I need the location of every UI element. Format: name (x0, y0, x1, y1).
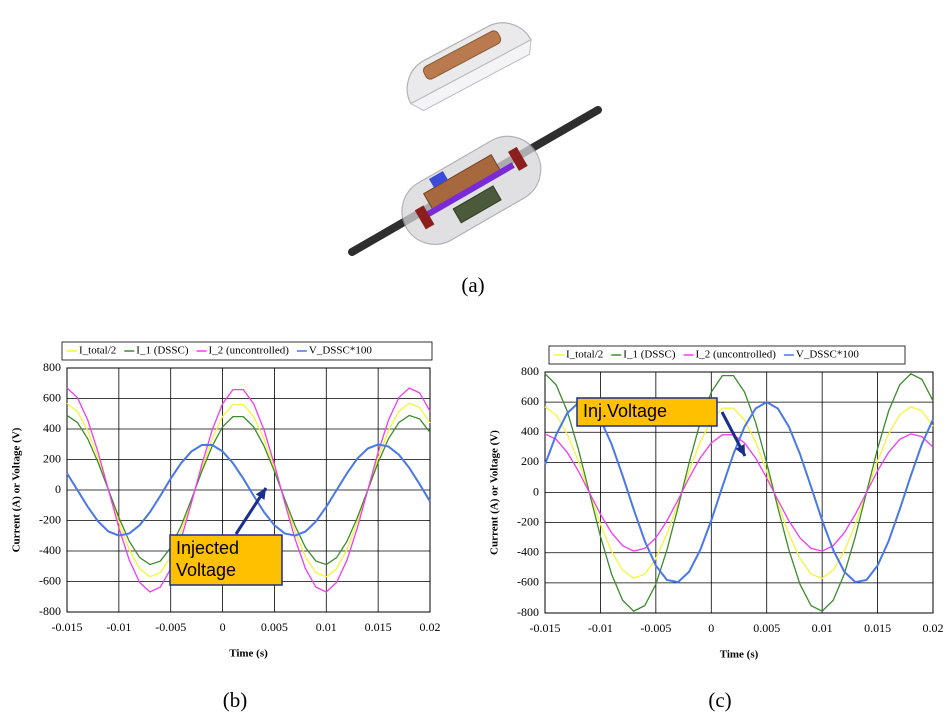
x-tick-label: 0 (708, 621, 714, 635)
legend: I_total/2 I_1 (DSSC) I_2 (uncontrolled) V_D… (62, 342, 432, 360)
y-axis-label: Current (A) or Voltage (V) (11, 427, 23, 552)
legend-label: V_DSSC*100 (309, 345, 372, 357)
x-tick-label: 0.01 (812, 621, 833, 635)
y-tick-label: -200 (517, 514, 539, 528)
figure: (a) (b) (c) -800 -600 -400 -200 0 200 400 600 80… (0, 0, 947, 721)
x-tick-label: 0 (220, 620, 226, 634)
y-tick-label: 400 (521, 424, 539, 438)
y-tick-label: 600 (43, 390, 61, 404)
panel-label: (a) (461, 273, 484, 297)
annotation-text: Inj.Voltage (583, 401, 667, 421)
y-tick-label: 0 (533, 484, 539, 498)
y-tick-label: 400 (43, 421, 61, 435)
legend-label: I_2 (uncontrolled) (209, 345, 290, 357)
x-axis-label: Time (s) (720, 649, 759, 661)
x-tick-label: -0.005 (640, 621, 671, 635)
legend-label: I_total/2 (79, 345, 116, 357)
y-tick-label: -200 (39, 512, 61, 526)
y-tick-label: -800 (39, 604, 61, 618)
panel-label: (c) (708, 688, 731, 712)
x-axis-label: Time (s) (229, 648, 268, 660)
x-tick-label: 0.02 (923, 621, 944, 635)
annotation-text: Injected (176, 538, 239, 558)
y-axis-label: Current (A) or Voltage (V) (489, 430, 501, 555)
legend-label: I_1 (DSSC) (623, 349, 676, 361)
x-tick-label: -0.01 (106, 620, 131, 634)
y-tick-label: -600 (517, 575, 539, 589)
device-illustration (352, 12, 598, 257)
x-tick-label: 0.005 (753, 621, 780, 635)
x-tick-label: 0.015 (864, 621, 891, 635)
x-tick-label: 0.015 (365, 620, 392, 634)
y-tick-label: -800 (517, 605, 539, 619)
y-tick-label: 0 (55, 482, 61, 496)
y-tick-label: 800 (521, 364, 539, 378)
y-tick-label: 600 (521, 394, 539, 408)
capsule-cover (396, 12, 537, 115)
x-tick-label: 0.005 (261, 620, 288, 634)
page: (a) (b) (c) -800 -600 -400 -200 0 200 400 600 80… (0, 0, 947, 721)
y-tick-label: -400 (39, 543, 61, 557)
x-tick-label: 0.01 (316, 620, 337, 634)
x-tick-label: -0.015 (52, 620, 83, 634)
legend-label: I_1 (DSSC) (136, 345, 189, 357)
capsule-body (390, 124, 553, 256)
legend-label: V_DSSC*100 (796, 349, 859, 361)
x-tick-label: 0.02 (420, 620, 441, 634)
panel-label: (b) (223, 688, 248, 712)
y-tick-label: 200 (521, 454, 539, 468)
annotation-text: Voltage (176, 560, 236, 580)
y-tick-label: -400 (517, 545, 539, 559)
y-tick-label: -600 (39, 573, 61, 587)
legend-label: I_total/2 (566, 349, 603, 361)
legend: I_total/2 I_1 (DSSC) I_2 (uncontrolled) V_D… (549, 346, 905, 364)
x-tick-label: -0.015 (530, 621, 561, 635)
legend-label: I_2 (uncontrolled) (696, 349, 777, 361)
y-tick-label: 800 (43, 360, 61, 374)
x-tick-label: -0.005 (155, 620, 186, 634)
y-tick-label: 200 (43, 451, 61, 465)
x-tick-label: -0.01 (588, 621, 613, 635)
